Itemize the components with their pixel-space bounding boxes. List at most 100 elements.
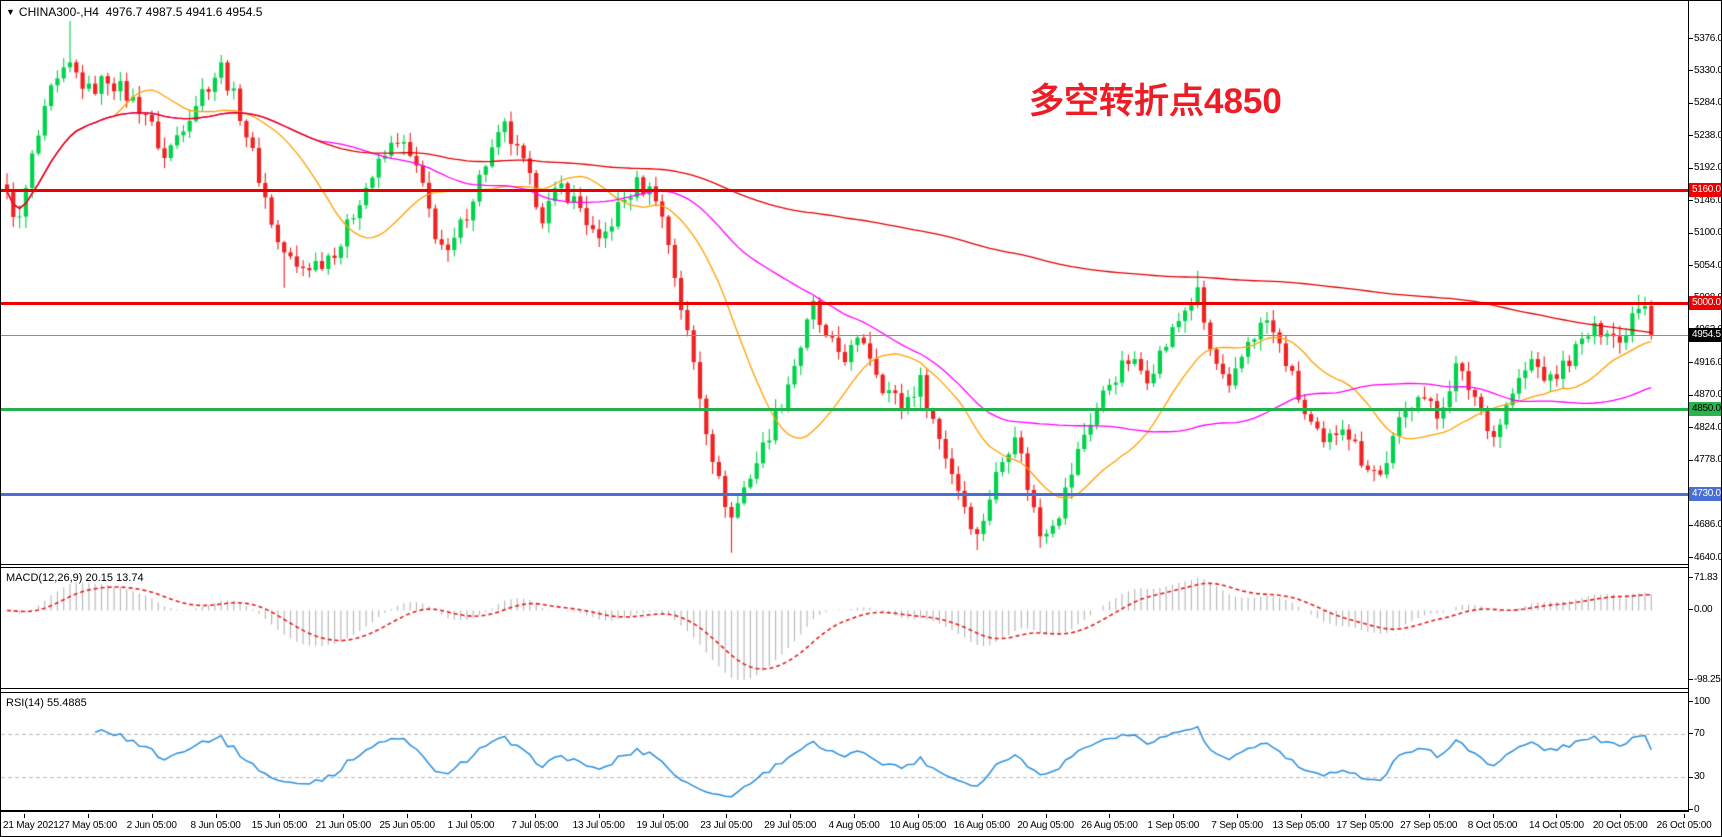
- chart-title-dropdown-icon[interactable]: ▼: [6, 7, 15, 17]
- time-axis-label: 27 Sep 05:00: [1400, 820, 1458, 831]
- time-axis-label: 16 Aug 05:00: [953, 820, 1011, 831]
- time-axis-label: 8 Oct 05:00: [1467, 820, 1518, 831]
- time-axis-label: 7 Jul 05:00: [511, 820, 559, 831]
- macd-indicator-label: MACD(12,26,9) 20.15 13.74: [6, 572, 144, 584]
- chart-title: ▼ CHINA300-,H4 4976.7 4987.5 4941.6 4954.…: [6, 5, 262, 19]
- macd-axis-label: 0.00: [1694, 603, 1713, 615]
- time-axis-tick: [1173, 814, 1175, 818]
- price-axis-label: 5376.0: [1694, 32, 1722, 44]
- time-axis-label: 4 Aug 05:00: [828, 820, 880, 831]
- time-axis-label: 26 Oct 05:00: [1656, 820, 1712, 831]
- time-axis-tick: [1237, 814, 1239, 818]
- time-axis-label: 14 Oct 05:00: [1528, 820, 1584, 831]
- rsi-axis-tick: [1689, 776, 1693, 778]
- time-axis-label: 8 Jun 05:00: [190, 820, 241, 831]
- hline-price-badge: 5000.0: [1689, 296, 1721, 311]
- time-axis-tick: [917, 814, 919, 818]
- time-axis-tick: [1301, 814, 1302, 818]
- hline-price-badge: 4730.0: [1689, 486, 1721, 501]
- price-axis-tick: [1689, 459, 1693, 461]
- hline-price-badge: 4850.0: [1689, 401, 1721, 416]
- time-axis-label: 20 Oct 05:00: [1592, 820, 1648, 831]
- hline-4730.0[interactable]: [1, 492, 1689, 496]
- time-axis-label: 1 Sep 05:00: [1147, 820, 1200, 831]
- time-axis-tick: [343, 814, 345, 818]
- time-axis-tick: [1492, 814, 1494, 818]
- price-axis-tick: [1689, 38, 1693, 39]
- time-axis-label: 17 Sep 05:00: [1336, 820, 1394, 831]
- time-axis-tick: [1045, 814, 1047, 818]
- price-axis-tick: [1689, 394, 1693, 396]
- current-price-line: [1, 335, 1689, 337]
- price-axis-tick: [1689, 524, 1693, 526]
- time-axis-tick: [215, 814, 217, 818]
- price-axis-tick: [1689, 167, 1693, 169]
- time-axis-tick: [598, 814, 600, 818]
- symbol-period-label: CHINA300-,H4: [18, 5, 99, 19]
- time-axis-tick: [662, 814, 664, 818]
- price-axis-tick: [1689, 362, 1693, 364]
- price-axis[interactable]: 5376.0 5330.0 5284.0 5238.0 5192.0 5146.0 5100…: [1688, 1, 1722, 815]
- price-axis-label: 5238.0: [1694, 129, 1722, 141]
- rsi-axis-tick: [1689, 701, 1693, 702]
- rsi-chart-canvas[interactable]: [1, 693, 1689, 811]
- time-axis-label: 15 Jun 05:00: [251, 820, 308, 831]
- time-axis[interactable]: 21 May 2021 27 May 05:00 2 Jun 05:00 8 Jun …: [1, 814, 1721, 836]
- time-axis-label: 27 May 05:00: [58, 820, 117, 831]
- time-axis-tick: [151, 814, 153, 818]
- time-axis-label: 7 Sep 05:00: [1211, 820, 1264, 831]
- time-axis-tick: [1364, 814, 1366, 818]
- rsi-axis-label: 0: [1694, 803, 1700, 815]
- hline-5000.0[interactable]: [1, 302, 1689, 306]
- time-axis-tick: [87, 814, 89, 818]
- price-axis-label: 4916.0: [1694, 356, 1722, 368]
- time-axis-tick: [1109, 814, 1111, 818]
- price-axis-label: 5330.0: [1694, 64, 1722, 76]
- macd-panel: MACD(12,26,9) 20.15 13.74: [1, 567, 1689, 689]
- price-axis-tick: [1689, 200, 1693, 202]
- hline-5160.0[interactable]: [1, 189, 1689, 193]
- time-axis-tick: [407, 814, 409, 818]
- hline-price-badge: 5160.0: [1689, 183, 1721, 198]
- time-axis-label: 20 Aug 05:00: [1017, 820, 1074, 831]
- price-annotation-text: 多空转折点4850: [1029, 82, 1282, 121]
- macd-chart-canvas[interactable]: [1, 568, 1689, 688]
- price-axis-label: 4640.0: [1694, 551, 1722, 563]
- time-axis-label: 2 Jun 05:00: [126, 820, 177, 831]
- price-panel: ▼ CHINA300-,H4 4976.7 4987.5 4941.6 4954.…: [1, 1, 1689, 565]
- time-axis-label: 13 Jul 05:00: [572, 820, 625, 831]
- rsi-axis-label: 70: [1694, 727, 1705, 739]
- hline-4850.0[interactable]: [1, 407, 1689, 411]
- price-axis-label: 4870.0: [1694, 389, 1722, 401]
- time-axis-tick: [790, 814, 792, 818]
- current-price-badge: 4954.5: [1689, 328, 1721, 343]
- time-axis-label: 21 May 2021: [3, 820, 59, 831]
- time-axis-tick: [470, 814, 472, 818]
- price-axis-tick: [1689, 70, 1693, 72]
- price-axis-label: 5054.0: [1694, 259, 1722, 271]
- price-axis-label: 5146.0: [1694, 194, 1722, 206]
- ohlc-values-label: 4976.7 4987.5 4941.6 4954.5: [105, 5, 263, 19]
- time-axis-label: 19 Jul 05:00: [636, 820, 689, 831]
- time-axis-tick: [24, 814, 25, 818]
- time-axis-tick: [1620, 814, 1622, 818]
- price-axis-label: 4824.0: [1694, 421, 1722, 433]
- price-axis-tick: [1689, 102, 1693, 104]
- rsi-axis-tick: [1689, 809, 1693, 810]
- rsi-axis-label: 100: [1694, 695, 1710, 707]
- time-axis-label: 10 Aug 05:00: [889, 820, 947, 831]
- price-axis-tick: [1689, 232, 1693, 234]
- time-axis-tick: [854, 814, 856, 818]
- rsi-indicator-label: RSI(14) 55.4885: [6, 697, 87, 709]
- price-axis-label: 5284.0: [1694, 97, 1722, 109]
- time-axis-label: 25 Jun 05:00: [379, 820, 435, 831]
- price-chart-canvas[interactable]: [1, 1, 1689, 564]
- time-axis-tick: [1684, 814, 1686, 818]
- time-axis-tick: [279, 814, 281, 818]
- time-axis-label: 1 Jul 05:00: [447, 820, 495, 831]
- macd-axis-label: -98.25: [1694, 673, 1721, 685]
- price-axis-label: 5192.0: [1694, 162, 1722, 174]
- price-axis-tick: [1689, 557, 1693, 558]
- time-axis-label: 29 Jul 05:00: [764, 820, 817, 831]
